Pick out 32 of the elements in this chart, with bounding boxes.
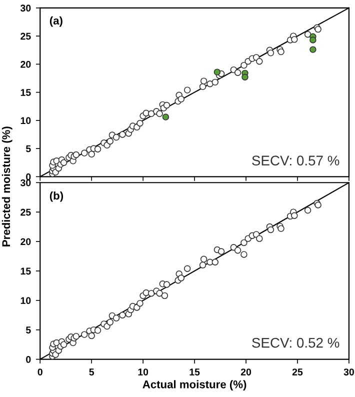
annotation: (a) bbox=[50, 16, 62, 27]
y-tick-label: 25 bbox=[20, 32, 31, 40]
y-tick-label: 10 bbox=[20, 117, 31, 124]
x-tick-label: 5 bbox=[89, 368, 94, 376]
x-tick-label: 10 bbox=[138, 368, 148, 376]
point bbox=[310, 46, 316, 53]
y-tick-label: 0 bbox=[26, 356, 31, 363]
y-tick-label: 15 bbox=[20, 268, 31, 275]
x-tick-label: 30 bbox=[344, 368, 354, 376]
point bbox=[310, 36, 316, 44]
x-tick-label: 0 bbox=[38, 368, 42, 376]
y-tick-label: 5 bbox=[26, 145, 31, 152]
annotation: SECV: 0.57 % bbox=[252, 156, 340, 166]
annotation: (b) bbox=[50, 191, 64, 202]
y-tick-label: 5 bbox=[26, 326, 31, 334]
x-axis-title: Actual moisture (%) bbox=[142, 380, 246, 391]
y-tick-label: 0 bbox=[26, 173, 31, 180]
y-tick-label: 20 bbox=[20, 238, 31, 246]
y-tick-label: 20 bbox=[20, 60, 31, 68]
annotation: SECV: 0.52 % bbox=[252, 338, 340, 348]
y-tick-label: 15 bbox=[20, 89, 31, 96]
x-tick-label: 25 bbox=[292, 368, 303, 376]
point bbox=[242, 74, 248, 80]
y-tick-label: 10 bbox=[20, 297, 31, 304]
point bbox=[214, 68, 221, 76]
point bbox=[162, 114, 170, 120]
y-tick-label: 30 bbox=[20, 179, 31, 186]
x-tick-label: 15 bbox=[190, 368, 200, 376]
y-tick-label: 25 bbox=[20, 208, 31, 216]
y-tick-label: 30 bbox=[20, 4, 31, 12]
y-axis-title: Predicted moisture (%) bbox=[2, 126, 12, 246]
x-tick-label: 20 bbox=[240, 368, 252, 376]
